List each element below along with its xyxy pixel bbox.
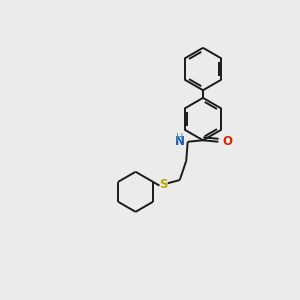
- Text: N: N: [175, 135, 185, 148]
- Text: S: S: [159, 178, 168, 191]
- Text: H: H: [176, 133, 183, 143]
- Text: O: O: [222, 135, 232, 148]
